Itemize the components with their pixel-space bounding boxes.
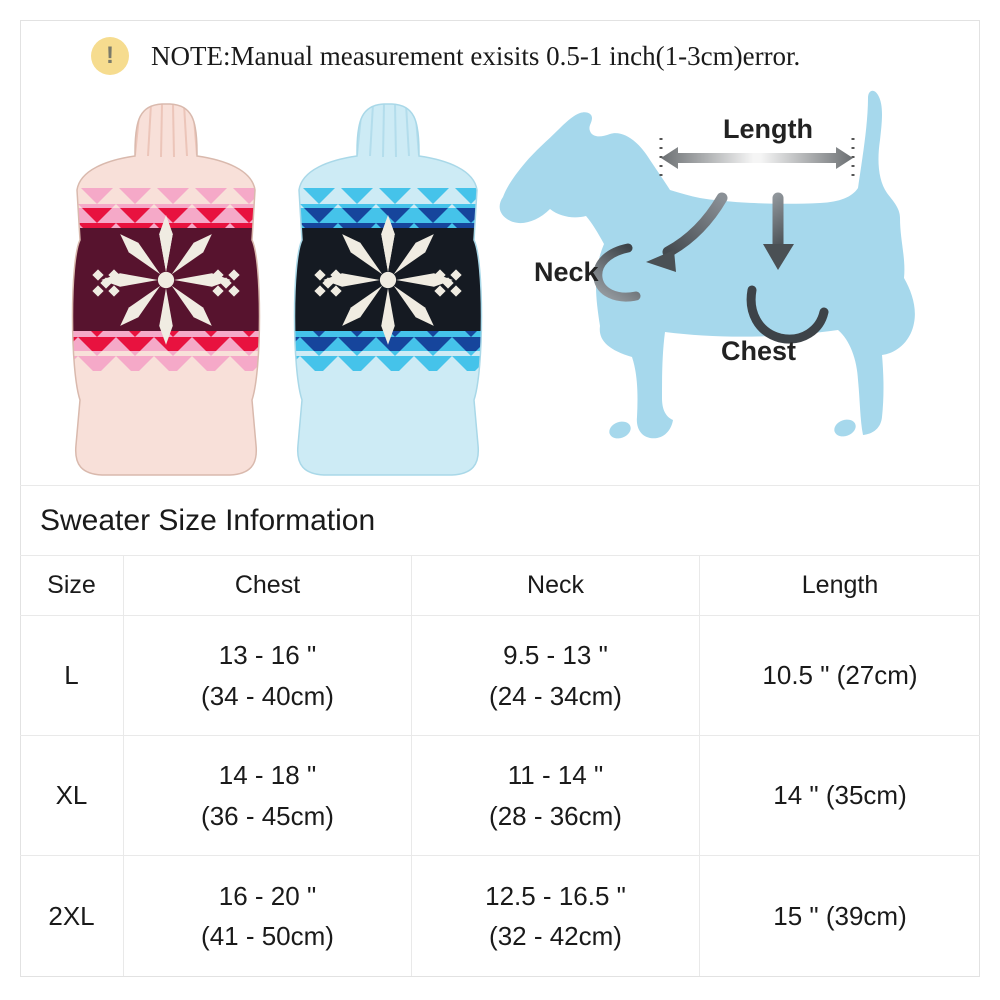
svg-text:Chest: Chest xyxy=(721,336,796,366)
svg-text:Length: Length xyxy=(723,114,813,144)
svg-text:Neck: Neck xyxy=(534,257,600,287)
